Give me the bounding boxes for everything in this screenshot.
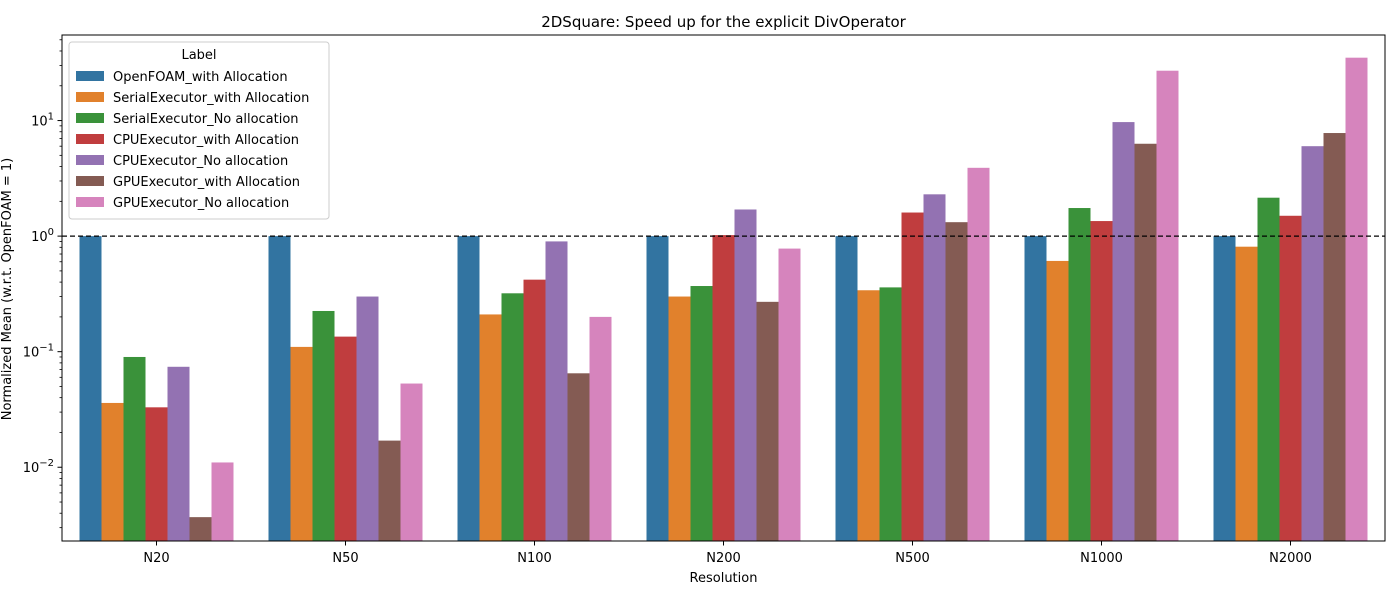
x-tick-label: N2000 xyxy=(1269,551,1312,566)
bar xyxy=(778,248,801,541)
bar xyxy=(189,517,212,541)
bar xyxy=(101,402,124,541)
legend: Label OpenFOAM_with Allocation SerialExecu… xyxy=(68,41,330,220)
legend-entry: CPUExecutor_No allocation xyxy=(113,154,288,169)
bar xyxy=(945,222,968,541)
y-tick-label: 100 xyxy=(31,227,54,245)
bar xyxy=(378,440,401,541)
bar xyxy=(145,407,168,541)
legend-entry: SerialExecutor_with Allocation xyxy=(113,91,309,106)
bar xyxy=(1257,197,1280,541)
bar xyxy=(756,301,779,541)
bar xyxy=(523,279,546,541)
bar xyxy=(457,236,480,541)
x-tick-label: N200 xyxy=(706,551,741,566)
legend-swatch xyxy=(76,155,104,165)
x-tick-label: N50 xyxy=(332,551,358,566)
bar xyxy=(268,236,291,541)
bars-layer xyxy=(79,57,1368,542)
bar xyxy=(1156,70,1179,542)
bar xyxy=(545,241,568,541)
bar xyxy=(1235,246,1258,541)
legend-swatch xyxy=(76,113,104,123)
legend-entry: CPUExecutor_with Allocation xyxy=(113,133,299,148)
legend-swatch xyxy=(76,134,104,144)
bar xyxy=(1024,236,1047,541)
bar xyxy=(923,194,946,541)
y-tick-label: 10−1 xyxy=(23,343,54,361)
bar xyxy=(589,316,612,541)
bar xyxy=(334,336,357,541)
legend-swatch xyxy=(76,71,104,81)
bar xyxy=(211,462,234,541)
bar xyxy=(479,314,502,541)
bar xyxy=(1301,146,1324,541)
legend-entry: SerialExecutor_No allocation xyxy=(113,112,299,127)
bar xyxy=(167,366,190,541)
bar xyxy=(1068,208,1091,541)
bar xyxy=(1134,143,1157,541)
legend-box xyxy=(68,41,330,220)
bar xyxy=(1345,57,1368,542)
bar xyxy=(712,235,735,541)
bar xyxy=(567,373,590,541)
y-tick-label: 10−2 xyxy=(23,458,54,476)
bar xyxy=(400,383,423,541)
x-tick-label: N1000 xyxy=(1080,551,1123,566)
legend-entry: GPUExecutor_with Allocation xyxy=(113,175,300,190)
x-axis-label: Resolution xyxy=(690,571,758,586)
legend-swatch xyxy=(76,176,104,186)
bar xyxy=(967,167,990,541)
legend-title: Label xyxy=(181,48,216,63)
bar xyxy=(1323,133,1346,541)
legend-swatch xyxy=(76,197,104,207)
y-tick-label: 101 xyxy=(31,112,54,130)
y-axis-label: Normalized Mean (w.r.t. OpenFOAM = 1) xyxy=(0,158,15,421)
bar xyxy=(668,296,691,541)
legend-entry: GPUExecutor_No allocation xyxy=(113,196,289,211)
bar xyxy=(646,236,669,541)
bar xyxy=(123,356,146,541)
bar xyxy=(901,212,924,541)
legend-swatch xyxy=(76,92,104,102)
bar xyxy=(690,286,713,541)
bar xyxy=(290,346,313,541)
x-tick-label: N100 xyxy=(517,551,552,566)
axes-layer: 10−2 10−1 100 101 N20 N50 N100 N200 N500 N1000 N20… xyxy=(23,34,1386,566)
bar xyxy=(835,236,858,541)
bar xyxy=(1112,122,1135,541)
x-tick-label: N20 xyxy=(143,551,169,566)
bar xyxy=(79,236,102,541)
bar xyxy=(1090,221,1113,541)
bar xyxy=(1279,215,1302,541)
chart-title: 2DSquare: Speed up for the explicit DivO… xyxy=(541,13,906,31)
x-tick-label: N500 xyxy=(895,551,930,566)
bar xyxy=(312,310,335,541)
bar xyxy=(1213,236,1236,541)
bar xyxy=(857,290,880,541)
legend-entry: OpenFOAM_with Allocation xyxy=(113,70,288,85)
bar xyxy=(1046,260,1069,541)
bar xyxy=(879,287,902,541)
bar xyxy=(356,296,379,541)
bar xyxy=(734,209,757,542)
bar xyxy=(501,293,524,541)
